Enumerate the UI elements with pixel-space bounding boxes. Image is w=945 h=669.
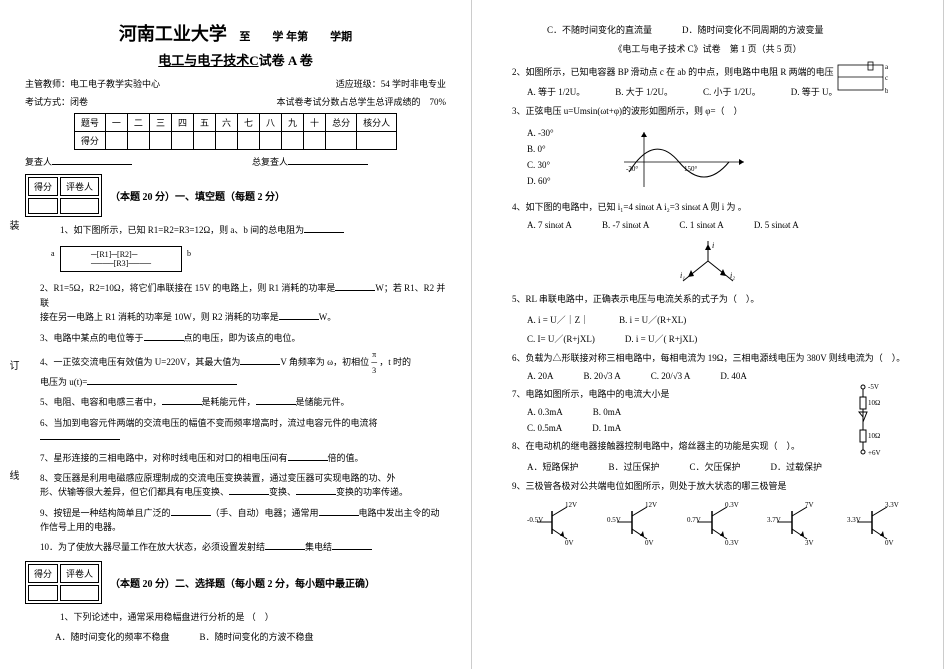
- svg-text:0.7V: 0.7V: [687, 516, 701, 524]
- svg-text:i₁: i₁: [680, 271, 685, 280]
- transistor-4-icon: 7V 3.7V 3V: [767, 499, 827, 549]
- section-1-header: 得分评卷人 （本题 20 分）一、填空题（每题 2 分）: [25, 174, 446, 217]
- svg-text:0V: 0V: [565, 539, 574, 547]
- grade-box-2: 得分评卷人: [25, 561, 102, 604]
- rq4: 4、如下图的电路中，已知 i₁=4 sinωt A i₂=3 sinωt A 则…: [512, 200, 918, 214]
- rq6: 6、负载为△形联接对称三相电路中，每相电流为 19Ω，三相电源线电压为 380V…: [512, 351, 918, 365]
- university-name: 河南工业大学: [119, 20, 227, 46]
- svg-text:0V: 0V: [645, 539, 654, 547]
- rq9: 9、三极管各极对公共端电位如图所示，则处于放大状态的哪三极管是: [512, 479, 918, 493]
- q6: 6、当加到电容元件两端的交流电压的幅值不变而频率增高时，流过电容元件的电流将: [40, 416, 446, 445]
- circuit-1: a ─[R1]─[R2]─ ────[R3]──── b: [60, 246, 182, 272]
- semester: 至 学 年第 学期: [239, 31, 352, 43]
- svg-text:0V: 0V: [885, 539, 894, 547]
- q3: 3、电路中某点的电位等于点的电压，即为该点的电位。: [40, 331, 446, 345]
- rq2: 2、如图所示，已知电容器 BP 滑动点 c 在 ab 的中点，则电路中电阻 R …: [512, 65, 918, 79]
- binding-label-2: 订: [5, 360, 20, 370]
- rq5-opts-1: A. i = U／｜Z｜ B. i = U／(R+XL): [527, 313, 918, 326]
- rq5-opts-2: C. I= U／(R+jXL) D. i = U／( R+jXL): [527, 332, 918, 345]
- q4: 4、一正弦交流电压有效值为 U=220V，其最大值为V 角频率为 ω，初相位 π…: [40, 351, 446, 389]
- svg-text:3.3V: 3.3V: [885, 501, 899, 509]
- transistor-3-icon: 0.3V 0.7V 0.3V: [687, 499, 747, 549]
- section-2-title: （本题 20 分）二、选择题（每小题 2 分，每小题中最正确）: [110, 575, 375, 590]
- q9: 9、按钮是一种结构简单且广泛的（手、自动）电器；通常用电路中发出主令的动 作信号…: [40, 506, 446, 535]
- s2q1: 1、下列论述中，通常采用稳幅盘进行分析的是 （ ）: [60, 610, 446, 624]
- transistor-row: 12V -0.5V 0V 12V 0.5V 0V 0.3V 0.7V 0.3V: [527, 499, 918, 549]
- rq4-opts: A. 7 sinωt A B. -7 sinωt A C. 1 sinωt A …: [527, 220, 918, 230]
- svg-text:12V: 12V: [645, 501, 657, 509]
- exam-title: 电工与电子技术C试卷 A 卷: [25, 50, 446, 69]
- svg-text:3.7V: 3.7V: [767, 516, 781, 524]
- page-right: C．不随时间变化的直流量 D．随时间变化不同周期的方波变量 《电工与电子技术 C…: [472, 0, 944, 669]
- sine-wave-icon: -30° 150°: [614, 127, 754, 192]
- binding-label-1: 装: [5, 220, 20, 230]
- svg-text:12V: 12V: [565, 501, 577, 509]
- q10: 10．为了使放大器尽量工作在放大状态，必须设置发射结集电结: [40, 540, 446, 554]
- rq8-opts: A．短路保护 B．过压保护 C．欠压保护 D．过载保护: [527, 460, 918, 473]
- q1: 1、如下图所示，已知 R1=R2=R3=12Ω，则 a、b 间的总电阻为: [60, 223, 446, 237]
- info-row-2: 考试方式：闭卷 本试卷考试分数占总学生总评成绩的 70%: [25, 95, 446, 108]
- svg-text:3V: 3V: [805, 539, 814, 547]
- header: 河南工业大学 至 学 年第 学期: [25, 20, 446, 46]
- svg-text:i₂: i₂: [730, 271, 735, 280]
- transistor-5-icon: 3.3V 3.3V 0V: [847, 499, 907, 549]
- section-2-header: 得分评卷人 （本题 20 分）二、选择题（每小题 2 分，每小题中最正确）: [25, 561, 446, 604]
- q5: 5、电阻、电容和电感三者中，是耗能元件，是储能元件。: [40, 395, 446, 409]
- svg-text:i: i: [712, 241, 714, 250]
- svg-text:+6V: +6V: [868, 449, 881, 457]
- svg-text:-30°: -30°: [626, 165, 638, 173]
- transistor-1-icon: 12V -0.5V 0V: [527, 499, 587, 549]
- svg-text:-5V: -5V: [868, 383, 879, 391]
- q8: 8、变压器是利用电磁感应原理制成的交流电压变换装置，通过变压器可实现电路的功、外…: [40, 471, 446, 500]
- q2: 2、R1=5Ω，R2=10Ω，将它们串联接在 15V 的电路上，则 R1 消耗的…: [40, 281, 446, 324]
- svg-text:10Ω: 10Ω: [868, 399, 880, 407]
- svg-text:-0.5V: -0.5V: [527, 516, 543, 524]
- score-table: 题号 一 二 三 四 五 六 七 八 九 十 总分 核分人 得分: [74, 113, 397, 150]
- node-circuit-icon: i i₁ i₂: [668, 236, 748, 286]
- svg-text:10Ω: 10Ω: [868, 432, 880, 440]
- s2q1-opts: A．随时间变化的频率不稳盘 B．随时间变化的方波不稳盘: [55, 630, 446, 643]
- circuit-q2-icon: a c b: [833, 60, 888, 100]
- rq3: 3、正弦电压 u=Umsin(ωt+φ)的波形如图所示，则 φ=（ ）: [512, 104, 918, 118]
- transistor-2-icon: 12V 0.5V 0V: [607, 499, 667, 549]
- top-opts: C．不随时间变化的直流量 D．随时间变化不同周期的方波变量: [547, 23, 918, 36]
- page-left: 装 订 线 河南工业大学 至 学 年第 学期 电工与电子技术C试卷 A 卷 主管…: [0, 0, 472, 669]
- page-indicator: 《电工与电子技术 C》试卷 第 1 页（共 5 页）: [497, 42, 918, 55]
- rq3-content: A. -30° B. 0° C. 30° D. 60° -30° 150°: [497, 125, 918, 194]
- reviewer-row: 复查人 总复查人: [25, 155, 446, 168]
- svg-text:7V: 7V: [805, 501, 814, 509]
- svg-text:c: c: [885, 74, 888, 82]
- rq5: 5、RL 串联电路中，正确表示电压与电流关系的式子为（ ）。: [512, 292, 918, 306]
- svg-text:0.3V: 0.3V: [725, 501, 739, 509]
- q7: 7、星形连接的三相电路中，对称时线电压和对口的相电压间有倍的值。: [40, 451, 446, 465]
- svg-text:0.5V: 0.5V: [607, 516, 621, 524]
- svg-text:3.3V: 3.3V: [847, 516, 861, 524]
- rq6-opts: A. 20A B. 20√3 A C. 20/√3 A D. 40A: [527, 371, 918, 381]
- section-1-title: （本题 20 分）一、填空题（每题 2 分）: [110, 188, 285, 203]
- svg-text:150°: 150°: [684, 165, 698, 173]
- svg-text:b: b: [885, 87, 888, 95]
- svg-text:0.3V: 0.3V: [725, 539, 739, 547]
- circuit-q7-icon: -5V 10Ω 10Ω +6V: [838, 382, 888, 457]
- rq7: 7、电路如图所示，电路中的电流大小是 -5V 10Ω 10Ω +6V: [512, 387, 918, 401]
- info-row-1: 主管教师：电工电子教学实验中心 适应班级：54 学时非电专业: [25, 77, 446, 90]
- svg-text:a: a: [885, 63, 888, 71]
- grade-box: 得分评卷人: [25, 174, 102, 217]
- binding-label-3: 线: [5, 470, 20, 480]
